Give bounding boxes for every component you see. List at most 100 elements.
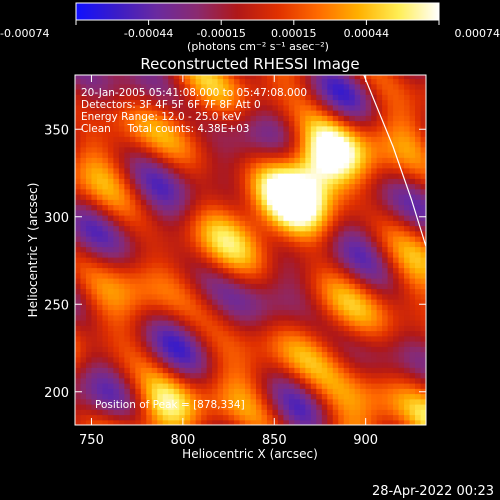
heatmap-cell [75, 157, 82, 164]
heatmap-cell [272, 404, 279, 410]
heatmap-cell [239, 367, 246, 374]
heatmap-cell [173, 89, 180, 95]
heatmap-cell [146, 204, 153, 211]
heatmap-cell [354, 125, 361, 132]
heatmap-cell [415, 293, 422, 300]
heatmap-cell [179, 241, 186, 248]
heatmap-cell [360, 293, 367, 300]
heatmap-cell [288, 414, 295, 421]
heatmap-cell [250, 194, 257, 200]
heatmap-cell [343, 419, 350, 425]
heatmap-cell [277, 398, 284, 405]
heatmap-cell [162, 335, 169, 342]
heatmap-cell [387, 272, 394, 279]
heatmap-cell [151, 325, 158, 332]
heatmap-cell [168, 120, 175, 127]
heatmap-cell [371, 110, 378, 116]
heatmap-cell [299, 194, 306, 200]
heatmap-cell [404, 377, 411, 384]
heatmap-cell [327, 183, 334, 190]
heatmap-cell [146, 325, 153, 332]
heatmap-cell [294, 215, 301, 221]
heatmap-cell [135, 409, 142, 416]
heatmap-cell [173, 246, 180, 253]
heatmap-cell [250, 414, 257, 421]
heatmap-cell [118, 167, 125, 174]
heatmap-cell [107, 388, 114, 395]
heatmap-cell [354, 325, 361, 332]
heatmap-cell [338, 288, 345, 295]
heatmap-cell [129, 414, 136, 421]
heatmap-cell [146, 188, 153, 195]
heatmap-cell [75, 404, 82, 410]
heatmap-cell [173, 351, 180, 358]
heatmap-cell [354, 309, 361, 316]
heatmap-cell [223, 341, 230, 347]
heatmap-cell [201, 341, 208, 347]
heatmap-cell [327, 204, 334, 211]
heatmap-cell [91, 194, 98, 200]
heatmap-cell [245, 188, 252, 195]
heatmap-cell [387, 356, 394, 363]
heatmap-cell [255, 83, 263, 90]
heatmap-cell [409, 188, 416, 195]
heatmap-cell [305, 199, 312, 206]
heatmap-cell [140, 204, 147, 211]
heatmap-cell [409, 162, 416, 169]
heatmap-cell [272, 183, 279, 190]
heatmap-cell [294, 230, 301, 237]
heatmap-cell [75, 257, 82, 263]
heatmap-cell [217, 178, 224, 185]
heatmap-cell [272, 293, 279, 300]
heatmap-cell [409, 157, 416, 164]
heatmap-cell [234, 267, 241, 274]
heatmap-cell [212, 220, 219, 227]
heatmap-cell [168, 283, 175, 290]
heatmap-cell [168, 304, 175, 311]
heatmap-cell [212, 194, 219, 200]
heatmap-cell [85, 131, 93, 137]
heatmap-cell [310, 383, 317, 389]
heatmap-cell [228, 215, 235, 221]
heatmap-cell [195, 372, 202, 379]
heatmap-cell [343, 78, 350, 85]
heatmap-cell [343, 215, 350, 221]
heatmap-cell [179, 152, 186, 158]
heatmap-cell [299, 75, 306, 80]
heatmap-cell [234, 131, 241, 137]
heatmap-cell [151, 75, 158, 80]
heatmap-cell [157, 314, 164, 321]
heatmap-cell [113, 125, 120, 132]
heatmap-cell [299, 136, 306, 143]
heatmap-cell [343, 225, 350, 232]
heatmap-cell [118, 204, 125, 211]
heatmap-cell [371, 194, 378, 200]
heatmap-cell [288, 346, 295, 353]
heatmap-cell [75, 152, 82, 158]
heatmap-cell [140, 325, 147, 332]
heatmap-cell [85, 99, 93, 106]
heatmap-cell [371, 388, 378, 395]
heatmap-cell [283, 351, 290, 358]
heatmap-cell [393, 404, 400, 410]
heatmap-cell [124, 335, 131, 342]
heatmap-cell [146, 220, 153, 227]
heatmap-cell [239, 94, 246, 101]
heatmap-cell [228, 404, 235, 410]
heatmap-cell [195, 246, 202, 253]
heatmap-cell [184, 75, 191, 80]
heatmap-cell [168, 288, 175, 295]
heatmap-cell [239, 152, 246, 158]
heatmap-cell [96, 89, 104, 95]
heatmap-cell [354, 204, 361, 211]
heatmap-cell [393, 414, 400, 421]
heatmap-cell [217, 398, 224, 405]
heatmap-cell [146, 75, 153, 80]
heatmap-cell [387, 362, 394, 368]
heatmap-cell [310, 283, 317, 290]
heatmap-cell [184, 173, 191, 179]
heatmap-cell [168, 262, 175, 269]
colorbar-tick-label: -0.00015 [196, 27, 245, 40]
heatmap-cell [283, 99, 290, 106]
